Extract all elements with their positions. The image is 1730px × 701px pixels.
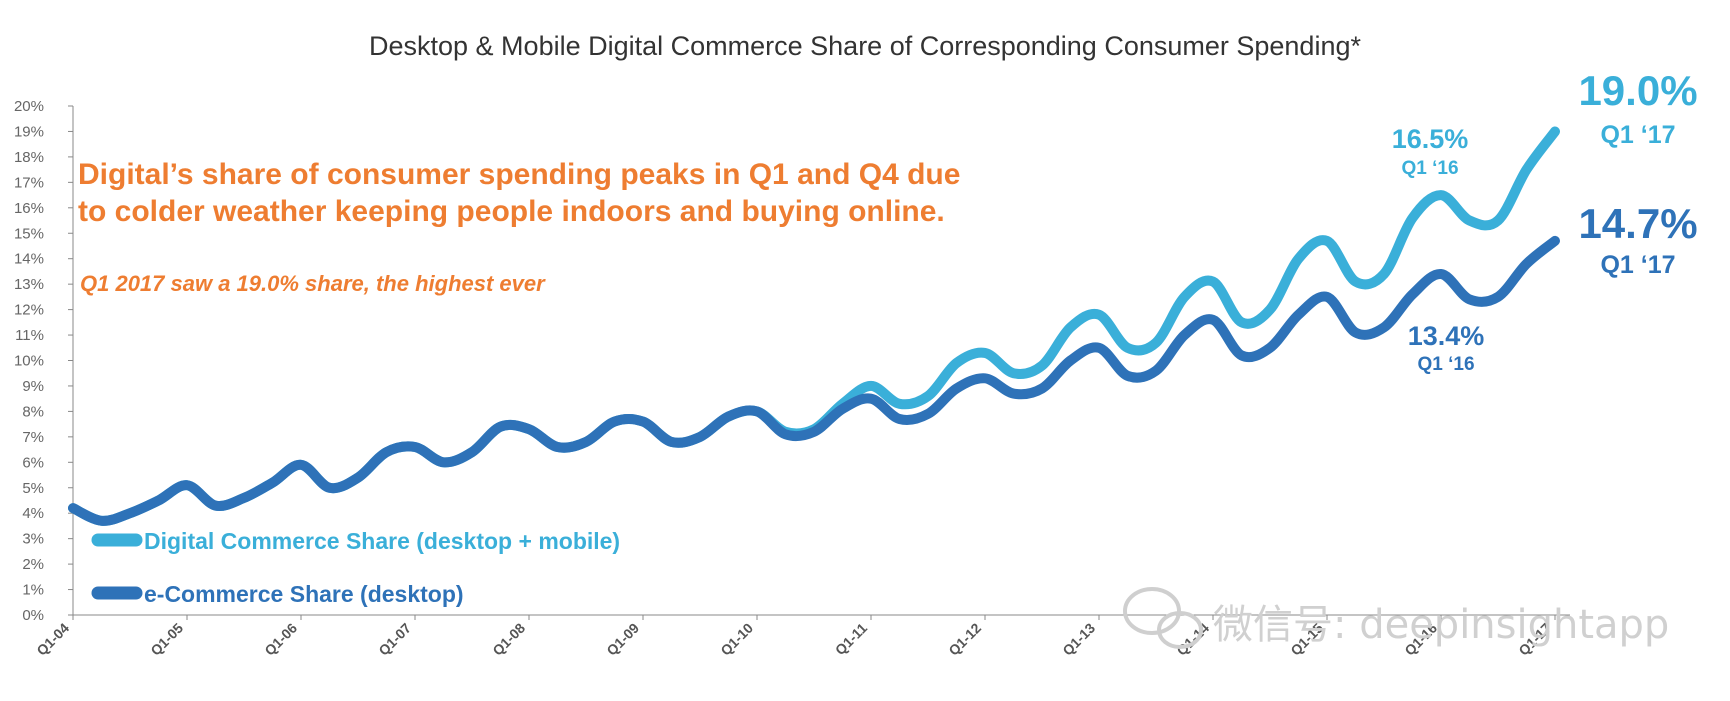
y-tick-label: 5% (22, 480, 44, 497)
callout-ecommerce-q1-17-label: Q1 ‘17 (1600, 251, 1675, 279)
y-tick-label: 17% (14, 174, 44, 191)
annotation-block: Digital’s share of consumer spending pea… (78, 158, 960, 296)
y-tick-label: 9% (22, 378, 44, 395)
y-tick-label: 18% (14, 149, 44, 166)
callout-digital-q1-16-value: 16.5% (1392, 124, 1469, 154)
y-tick-label: 10% (14, 353, 44, 370)
y-tick-label: 8% (22, 403, 44, 420)
y-tick-label: 16% (14, 200, 44, 217)
x-tick-label: Q1-05 (147, 620, 186, 659)
wechat-icon (1123, 587, 1203, 649)
callout-digital-q1-17-value: 19.0% (1578, 67, 1697, 114)
x-tick-label: Q1-08 (489, 620, 528, 659)
x-tick-label: Q1-04 (33, 620, 72, 659)
x-tick-label: Q1-12 (945, 620, 984, 659)
y-tick-label: 6% (22, 454, 44, 471)
legend: Digital Commerce Share (desktop + mobile… (91, 528, 620, 607)
y-tick-label: 14% (14, 251, 44, 268)
x-tick-label: Q1-13 (1059, 620, 1098, 659)
y-tick-label: 1% (22, 582, 44, 599)
legend-label-ecommerce: e-Commerce Share (desktop) (144, 581, 464, 607)
y-tick-label: 20% (14, 98, 44, 115)
y-axis-ticks: 0% 1% 2% 3% 4% 5% 6% 7% 8% 9% 10% 11% 12% 13% 14% 15% 16… (14, 98, 73, 624)
callout-ecommerce-q1-17-value: 14.7% (1578, 200, 1697, 247)
y-tick-label: 11% (15, 327, 44, 344)
y-tick-label: 2% (22, 556, 44, 573)
series-layer (68, 126, 1560, 526)
callout-ecommerce-q1-16-label: Q1 ‘16 (1417, 354, 1474, 375)
y-tick-label: 4% (22, 505, 44, 522)
y-tick-label: 13% (14, 276, 44, 293)
x-tick-label: Q1-09 (603, 620, 642, 659)
y-tick-label: 7% (22, 429, 44, 446)
y-tick-label: 15% (14, 225, 44, 242)
x-tick-label: Q1-07 (375, 620, 414, 659)
x-tick-label: Q1-14 (1173, 620, 1212, 659)
x-tick-label: Q1-10 (717, 620, 756, 659)
callout-digital-q1-16-label: Q1 ‘16 (1401, 158, 1458, 179)
annotation-subline: Q1 2017 saw a 19.0% share, the highest e… (80, 271, 546, 296)
annotation-headline-line1: Digital’s share of consumer spending pea… (78, 158, 960, 191)
x-tick-label: Q1-06 (261, 620, 300, 659)
y-tick-label: 12% (14, 302, 44, 319)
x-tick-label: Q1-11 (832, 620, 870, 658)
y-tick-label: 3% (22, 531, 44, 548)
chart-title: Desktop & Mobile Digital Commerce Share … (369, 31, 1361, 61)
y-tick-label: 0% (22, 607, 44, 624)
watermark: 微信号: deepinsightapp (1123, 587, 1669, 649)
legend-label-digital: Digital Commerce Share (desktop + mobile… (144, 528, 620, 554)
callout-ecommerce-q1-16-value: 13.4% (1408, 321, 1485, 351)
y-tick-label: 19% (14, 123, 44, 140)
annotation-headline-line2: to colder weather keeping people indoors… (78, 195, 945, 228)
series-line-ecommerce (68, 235, 1560, 526)
watermark-text: 微信号: deepinsightapp (1213, 602, 1669, 648)
callouts: 16.5% Q1 ‘16 19.0% Q1 ‘17 13.4% Q1 ‘16 1… (1392, 67, 1698, 375)
callout-digital-q1-17-label: Q1 ‘17 (1600, 121, 1675, 149)
